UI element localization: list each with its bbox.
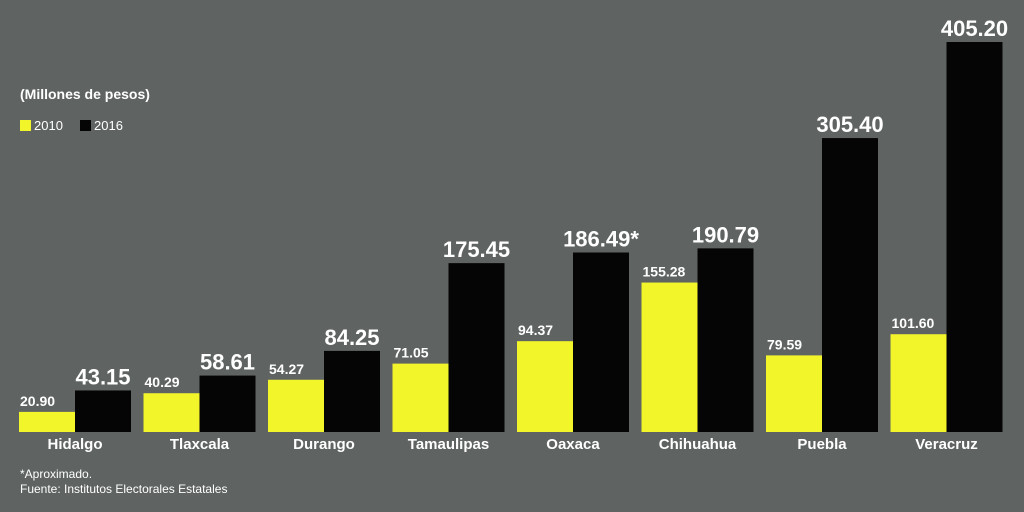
value-label-veracruz-2010: 101.60 [892,315,935,331]
category-label-tlaxcala: Tlaxcala [170,436,230,453]
value-label-puebla-2016: 305.40 [816,112,883,137]
value-label-tamaulipas-2010: 71.05 [394,345,429,361]
category-label-hidalgo: Hidalgo [48,436,103,453]
value-label-durango-2010: 54.27 [269,361,304,377]
value-label-oaxaca-2016: 186.49* [563,227,639,252]
value-label-chihuahua-2016: 190.79 [692,222,759,247]
category-label-chihuahua: Chihuahua [659,436,737,453]
legend: 2010 2016 [20,118,123,133]
bar-puebla-2016 [822,138,878,432]
footnote: *Aproximado. [20,467,92,481]
bar-hidalgo-2010 [19,411,75,432]
value-label-chihuahua-2010: 155.28 [643,264,686,280]
bar-tlaxcala-2010 [143,393,200,432]
category-label-tamaulipas: Tamaulipas [408,436,489,453]
value-label-puebla-2010: 79.59 [767,336,802,352]
legend-swatch-2010 [20,120,31,131]
bar-oaxaca-2016 [573,252,629,432]
bar-hidalgo-2016 [75,390,131,432]
source-note: Fuente: Institutos Electorales Estatales [20,482,227,496]
category-label-durango: Durango [293,436,355,453]
bar-tamaulipas-2016 [448,263,505,432]
value-label-hidalgo-2010: 20.90 [20,393,55,409]
value-label-tamaulipas-2016: 175.45 [443,237,510,262]
unit-label: (Millones de pesos) [20,86,150,102]
category-label-veracruz: Veracruz [915,436,978,453]
bar-tlaxcala-2016 [199,375,256,432]
bar-puebla-2010 [766,355,822,432]
bar-chihuahua-2010 [641,282,698,432]
value-label-tlaxcala-2010: 40.29 [145,374,180,390]
bar-chihuahua-2016 [697,248,754,432]
value-label-oaxaca-2010: 94.37 [518,322,553,338]
category-label-oaxaca: Oaxaca [546,436,600,453]
bar-veracruz-2010 [890,334,947,432]
legend-label-2010: 2010 [34,118,63,133]
value-label-hidalgo-2016: 43.15 [75,364,130,389]
legend-swatch-2016 [80,120,91,131]
legend-label-2016: 2016 [94,118,123,133]
bar-oaxaca-2010 [517,341,573,432]
value-label-veracruz-2016: 405.20 [941,16,1008,41]
bar-durango-2010 [268,379,324,432]
bars-group: 20.90 43.15 Hidalgo 40.29 58.61 Tlaxcala 54.27… [19,16,1008,453]
bar-durango-2016 [324,350,380,432]
value-label-tlaxcala-2016: 58.61 [200,350,255,375]
category-label-puebla: Puebla [797,436,847,453]
value-label-durango-2016: 84.25 [324,325,379,350]
bar-tamaulipas-2010 [392,363,449,432]
bar-veracruz-2016 [946,42,1003,432]
